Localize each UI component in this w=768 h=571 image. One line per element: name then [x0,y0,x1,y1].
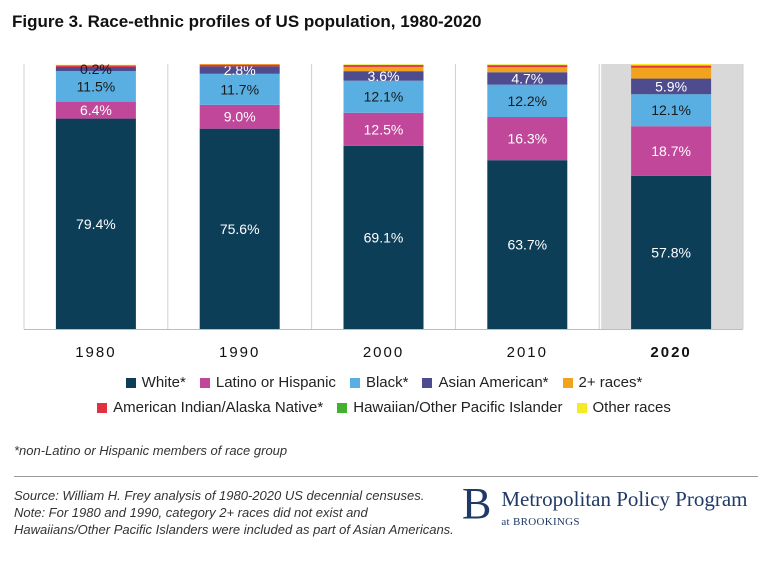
brookings-logo: B Metropolitan Policy Program at BROOKIN… [462,479,748,529]
data-label: 5.9% [655,78,687,94]
bar-segment [343,65,424,67]
bar-segment [343,80,424,113]
bar-segment [199,64,280,65]
bar-segment [631,175,712,329]
bar-segment [199,64,280,67]
bar-segment [343,71,424,81]
legend-swatch [422,377,433,388]
bar-segment [487,160,568,329]
legend-label: American Indian/Alaska Native* [113,399,324,416]
logo-text: Metropolitan Policy Program at BROOKINGS [501,487,747,528]
bar-segment [487,72,568,85]
data-label: 11.7% [220,81,259,97]
legend-item: Hawaiian/Other Pacific Islander [337,399,563,416]
x-tick-label: 2020 [650,344,691,361]
data-label: 69.1% [364,229,404,245]
bar-segment [487,64,568,65]
stacked-bar-chart: 79.4%6.4%11.5%0.2%198075.6%9.0%11.7%2.8%… [23,61,744,361]
legend-item: Latino or Hispanic [199,374,336,391]
bar-segment [55,71,136,102]
data-label: 12.5% [364,121,404,137]
data-label: 11.5% [77,78,116,94]
legend-item: American Indian/Alaska Native* [97,399,323,416]
legend-item: 2+ races* [562,374,643,391]
legend: White* Latino or Hispanic Black* Asian Amer… [0,374,768,424]
logo-name: Metropolitan Policy Program [501,487,748,511]
data-label: 0.2% [80,61,112,77]
legend-label: White* [141,374,186,391]
data-label: 57.8% [651,244,691,260]
legend-swatch [337,402,348,413]
logo-letter: B [462,479,492,528]
bar-segment [343,145,424,329]
legend-swatch [349,377,360,388]
legend-row: American Indian/Alaska Native* Hawaiian/O… [0,399,768,416]
bar-segment [199,73,280,105]
x-tick-label: 2000 [363,344,404,361]
x-tick-label: 1990 [219,344,260,361]
legend-swatch [125,377,136,388]
bar-segment [631,64,712,66]
bar-segment [631,94,712,127]
data-label: 4.7% [511,70,543,86]
legend-label: Asian American* [438,374,549,391]
x-tick-label: 1980 [75,344,116,361]
bar-segment [343,66,424,72]
bar-segment [487,84,568,117]
bar-segment [631,78,712,95]
logo-sub: at BROOKINGS [501,516,580,528]
data-label: 12.1% [651,102,691,118]
bar-segment [199,128,280,329]
legend-label: Black* [365,374,409,391]
data-label: 18.7% [651,143,691,159]
legend-row: White* Latino or Hispanic Black* Asian Amer… [0,374,768,391]
bar-segment [55,101,136,119]
legend-label: Latino or Hispanic [215,374,336,391]
data-label: 6.4% [80,102,112,118]
bar-segment [631,65,712,66]
legend-item: White* [125,374,186,391]
divider [14,476,758,477]
data-label: 12.1% [364,89,404,105]
footnote: *non-Latino or Hispanic members of race … [14,443,288,458]
bar-segment [343,64,424,65]
data-label: 12.2% [507,93,547,109]
legend-label: 2+ races* [578,374,643,391]
bar-segment [631,126,712,176]
data-label: 16.3% [507,131,547,147]
source-note: Source: William H. Frey analysis of 1980… [14,488,454,537]
bar-segment [487,67,568,73]
data-label: 3.6% [368,68,400,84]
bar-segment [199,66,280,74]
legend-label: Other races [592,399,671,416]
bar-segment [631,67,712,79]
legend-label: Hawaiian/Other Pacific Islander [353,399,563,416]
x-tick-label: 2010 [507,344,548,361]
data-label: 79.4% [76,216,116,232]
bar-segment [55,66,136,72]
bar-segment [55,65,136,67]
bar-segment [343,112,424,146]
data-label: 63.7% [507,237,547,253]
legend-swatch [97,402,108,413]
legend-swatch [562,377,573,388]
legend-swatch [199,377,210,388]
legend-swatch [576,402,587,413]
bar-segment [55,118,136,329]
bar-segment [55,64,136,66]
bar-segment [199,104,280,129]
bar-segment [631,65,712,68]
data-label: 9.0% [224,109,256,125]
legend-item: Asian American* [422,374,549,391]
legend-item: Other races [576,399,671,416]
data-label: 75.6% [220,221,260,237]
bar-segment [487,65,568,68]
bar-segment [487,117,568,161]
legend-item: Black* [349,374,409,391]
bar-segment [487,64,568,66]
chart-title: Figure 3. Race-ethnic profiles of US pop… [12,12,482,31]
